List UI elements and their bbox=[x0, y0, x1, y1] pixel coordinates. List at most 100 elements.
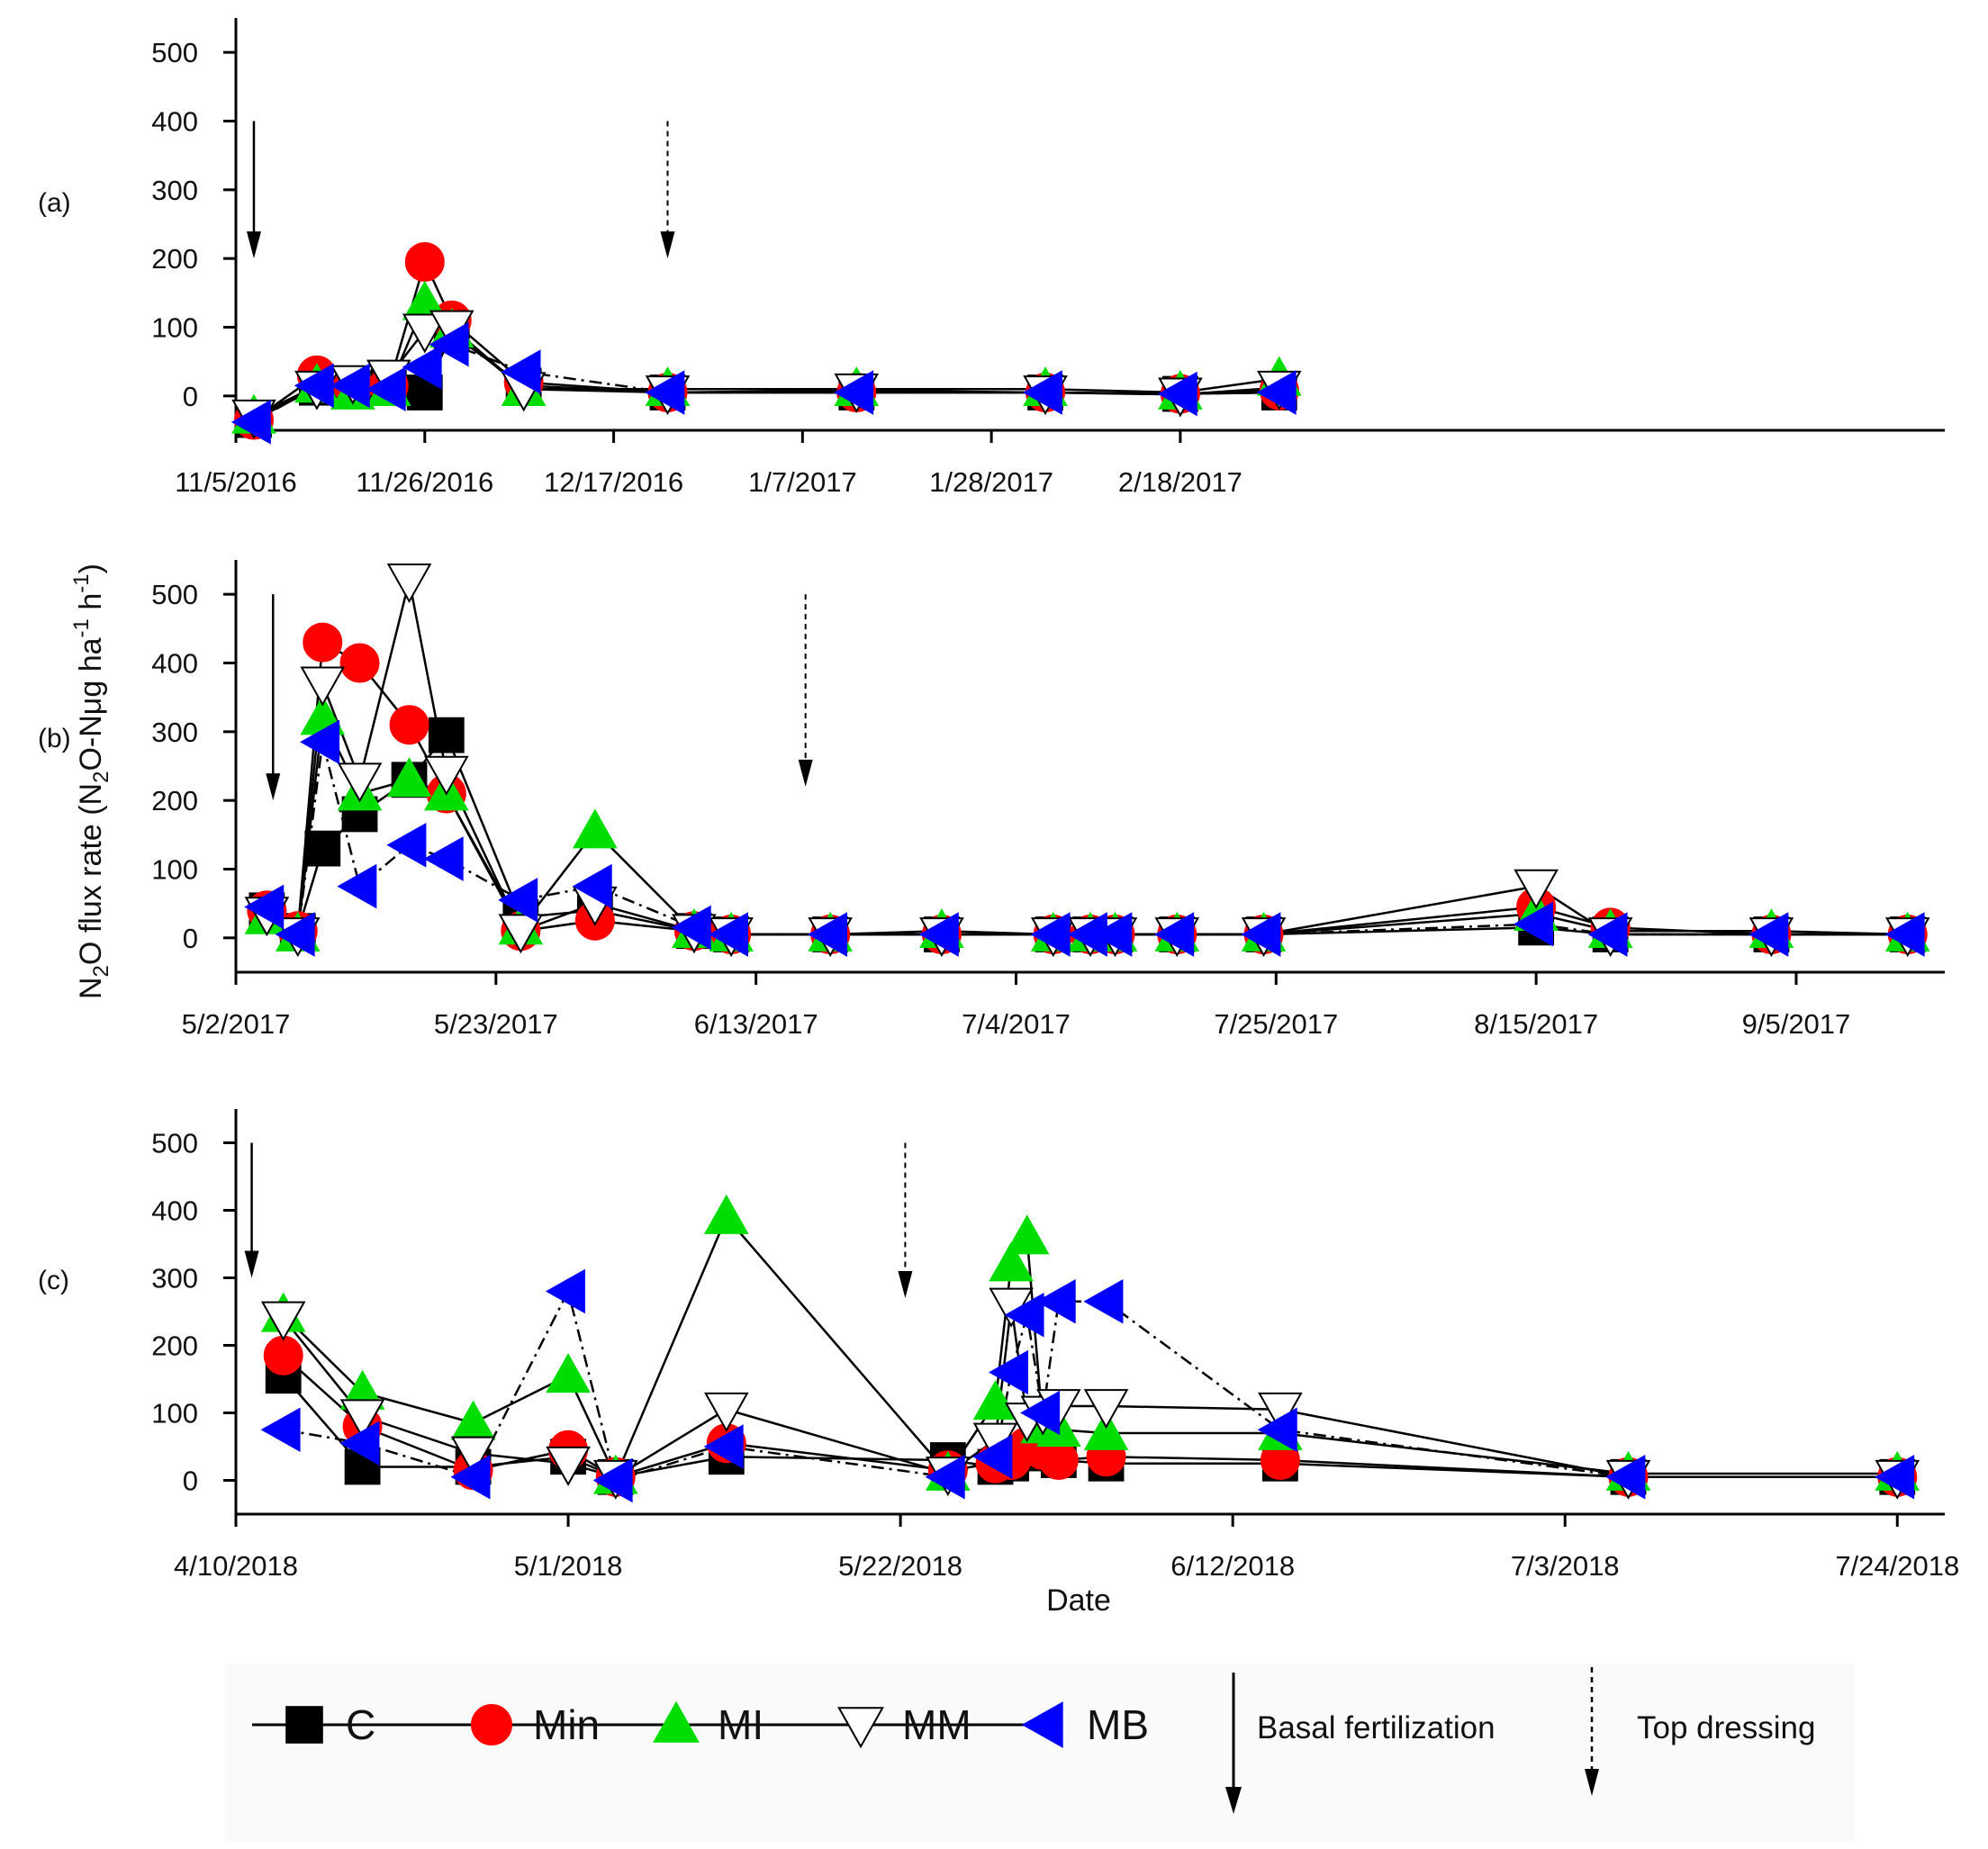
legend-basal-label: Basal fertilization bbox=[1257, 1710, 1496, 1745]
data-point-mb bbox=[501, 349, 541, 394]
legend-label-mm: MM bbox=[902, 1701, 971, 1748]
y-tick-label: 100 bbox=[151, 312, 198, 344]
legend-label-mb: MB bbox=[1087, 1701, 1149, 1748]
data-point-mi bbox=[972, 1380, 1018, 1421]
data-point-c bbox=[304, 830, 341, 867]
y-tick-label: 100 bbox=[151, 1398, 198, 1430]
data-point-mb bbox=[808, 912, 848, 957]
data-point-mm bbox=[1083, 1389, 1129, 1430]
top-dressing-arrow bbox=[898, 1142, 913, 1298]
data-point-mb bbox=[1587, 912, 1628, 957]
panel-3: 0 100 200 300 400 500 4/10/2018 5/1/2018 5/22/20… bbox=[38, 1109, 1959, 1582]
legend-marker-mb bbox=[1021, 1701, 1063, 1748]
data-point-mb bbox=[300, 719, 340, 765]
data-point-mm bbox=[703, 1392, 749, 1432]
series-markers-min bbox=[247, 622, 1928, 955]
x-tick-label: 5/1/2018 bbox=[514, 1550, 623, 1582]
data-point-mb bbox=[1035, 1278, 1076, 1324]
arrow-head bbox=[798, 759, 813, 787]
legend-top: Top dressing bbox=[1585, 1667, 1815, 1796]
data-point-min bbox=[404, 241, 445, 282]
data-point-mi bbox=[546, 1353, 591, 1394]
x-tick-label: 5/22/2018 bbox=[838, 1550, 962, 1582]
data-point-mm bbox=[498, 914, 544, 954]
legend-basal-arrowhead bbox=[1225, 1787, 1242, 1814]
x-tick-label: 9/5/2017 bbox=[1742, 1008, 1851, 1040]
legend-entry-min: Min bbox=[471, 1701, 600, 1748]
series-markers-mi bbox=[244, 695, 1930, 952]
data-point-mi bbox=[1083, 1410, 1129, 1450]
data-point-mi bbox=[386, 757, 432, 798]
legend-label-min: Min bbox=[533, 1701, 600, 1748]
x-tick-label: 12/17/2016 bbox=[544, 466, 683, 498]
data-point-mb bbox=[498, 878, 538, 923]
legend-entry-c: C bbox=[285, 1701, 375, 1748]
data-point-mm bbox=[386, 564, 432, 604]
y-tick-label: 100 bbox=[151, 854, 198, 886]
arrow-head bbox=[244, 1250, 259, 1278]
x-tick-label: 7/25/2017 bbox=[1214, 1008, 1338, 1040]
data-point-mi bbox=[989, 1241, 1034, 1282]
x-axis-title: Date bbox=[1046, 1583, 1111, 1618]
data-point-mm bbox=[300, 666, 346, 707]
data-point-mb bbox=[1020, 1390, 1061, 1436]
x-tick-label: 5/23/2017 bbox=[434, 1008, 558, 1040]
panel-2: 0 100 200 300 400 500 5/2/2017 5/23/2017 6/13/20… bbox=[38, 560, 1945, 1040]
data-point-mi bbox=[573, 808, 618, 849]
legend-top-arrowhead bbox=[1585, 1769, 1599, 1796]
data-point-mb bbox=[671, 905, 711, 951]
data-point-mb bbox=[339, 1421, 380, 1466]
legend-entry-mm: MM bbox=[837, 1701, 971, 1749]
arrow-head bbox=[246, 231, 261, 259]
data-point-mb bbox=[230, 400, 271, 445]
y-tick-label: 200 bbox=[151, 243, 198, 275]
data-point-mb bbox=[450, 1454, 491, 1500]
y-tick-label: 0 bbox=[183, 1466, 198, 1497]
legend-marker-mi bbox=[653, 1700, 700, 1743]
x-tick-label: 4/10/2018 bbox=[174, 1550, 298, 1582]
data-point-mb bbox=[1875, 1454, 1915, 1500]
data-point-mm bbox=[402, 313, 447, 354]
data-point-mb bbox=[703, 1424, 744, 1469]
data-point-mb bbox=[1884, 912, 1925, 957]
data-point-mb bbox=[592, 1457, 633, 1503]
data-point-mb bbox=[972, 1434, 1013, 1480]
x-tick-label: 7/4/2017 bbox=[962, 1008, 1071, 1040]
legend-label-mi: MI bbox=[718, 1701, 764, 1748]
series-markers-mb bbox=[244, 719, 1925, 957]
series-line-mi bbox=[282, 1215, 1898, 1478]
data-point-mm bbox=[260, 1301, 306, 1341]
data-point-mb bbox=[337, 863, 377, 909]
data-point-mb bbox=[1605, 1454, 1646, 1500]
data-point-mb bbox=[645, 370, 685, 415]
y-axis-title: N2O flux rate (N2O-Nμg ha-1 h-1) bbox=[69, 564, 113, 999]
x-tick-label: 5/2/2017 bbox=[182, 1008, 291, 1040]
legend-label-c: C bbox=[346, 1701, 375, 1748]
x-tick-label: 8/15/2017 bbox=[1474, 1008, 1598, 1040]
y-tick-label: 0 bbox=[183, 381, 198, 412]
data-point-mi bbox=[703, 1194, 749, 1234]
data-point-mm bbox=[339, 1399, 385, 1439]
data-point-mb bbox=[545, 1268, 585, 1314]
panel-label: (a) bbox=[38, 188, 71, 218]
top-dressing-arrow bbox=[798, 594, 813, 787]
panel-label: (b) bbox=[38, 724, 71, 753]
top-dressing-arrow bbox=[660, 121, 675, 259]
x-tick-label: 1/28/2017 bbox=[929, 466, 1053, 498]
arrow-head bbox=[660, 231, 675, 259]
series-markers-mi bbox=[260, 1194, 1920, 1494]
y-tick-label: 200 bbox=[151, 785, 198, 816]
data-point-mb bbox=[1154, 912, 1195, 957]
y-tick-label: 400 bbox=[151, 648, 198, 680]
series-line-mb bbox=[253, 343, 1279, 423]
legend-entry-mb: MB bbox=[1021, 1701, 1149, 1748]
panel-1: 0 100 200 300 400 500 11/5/2016 11/26/2016 12/17… bbox=[38, 18, 1945, 498]
series-markers-mb bbox=[230, 321, 1297, 445]
data-point-mb bbox=[1256, 370, 1297, 415]
data-point-mb bbox=[1513, 901, 1553, 947]
data-point-mm bbox=[546, 1446, 591, 1486]
legend-marker-min bbox=[471, 1704, 512, 1745]
data-point-mb bbox=[834, 370, 874, 415]
y-tick-label: 200 bbox=[151, 1330, 198, 1362]
